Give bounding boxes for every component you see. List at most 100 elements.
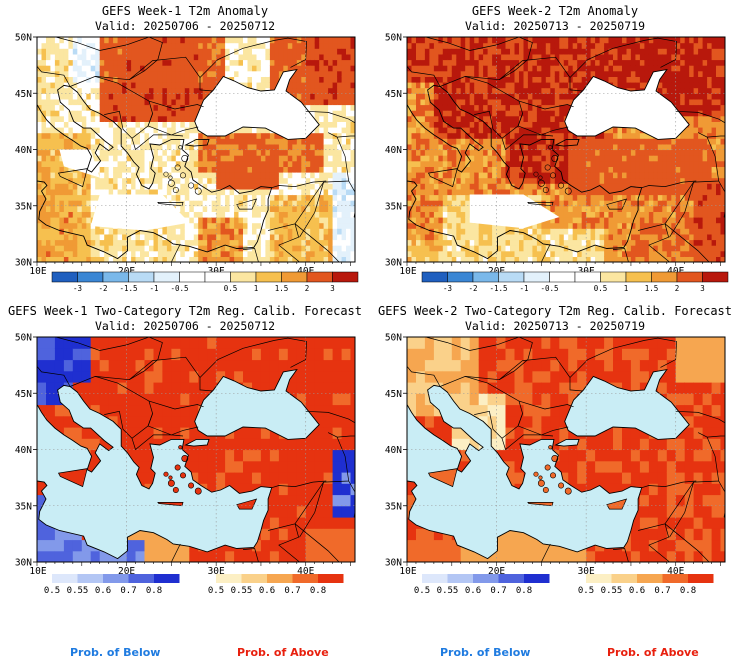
lat-tick-label: 35N: [385, 201, 402, 212]
lon-tick-label: 20E: [118, 566, 135, 577]
island-outline: [427, 168, 458, 188]
week2-anomaly-panel: GEFS Week-2 T2m Anomaly Valid: 20250713 …: [370, 0, 740, 300]
colorbar-label: -0.5: [170, 284, 188, 293]
lat-tick-label: 50N: [15, 333, 32, 344]
graticule: [407, 37, 725, 262]
lon-tick-label: 10E: [29, 266, 46, 277]
colorbar-label: 0.7: [284, 586, 300, 596]
lat-tick-label: 40N: [15, 145, 32, 156]
island-outline: [163, 471, 169, 477]
island-outline: [172, 487, 179, 494]
panel-title: GEFS Week-2 T2m Anomaly: [471, 4, 639, 18]
coastlines: [37, 368, 320, 560]
island-outline: [538, 475, 543, 480]
colorbar-label: 0.5: [414, 586, 430, 596]
island-outline: [167, 179, 175, 187]
prob-above-title: Prob. of Above: [237, 646, 329, 659]
colorbar-label: 0.55: [67, 586, 89, 596]
above-colorbar: 0.5 0.55 0.6 0.7 0.8: [578, 574, 714, 596]
below-colorbar: 0.5 0.55 0.6 0.7 0.8: [44, 574, 180, 596]
prob-above-title: Prob. of Above: [607, 646, 699, 659]
island-outline: [178, 445, 183, 450]
island-outline: [188, 482, 195, 489]
lat-tick-label: 35N: [385, 501, 402, 512]
lat-tick-label: 45N: [15, 389, 32, 400]
island-outline: [427, 468, 458, 488]
island-outline: [168, 475, 173, 480]
island-outline: [544, 164, 551, 171]
island-outline: [163, 171, 169, 177]
colorbar-label: 3: [700, 284, 705, 293]
colorbar-label: 1: [624, 284, 629, 293]
colorbar-label: 0.55: [601, 586, 623, 596]
island-outline: [25, 417, 33, 434]
colorbar-label: 0.5: [224, 284, 238, 293]
colorbar-label: 0.8: [516, 586, 532, 596]
colorbar-label: -2: [98, 284, 107, 293]
sea-mask: [59, 69, 320, 231]
colorbar-label: 0.5: [578, 586, 594, 596]
lat-tick-label: 30N: [15, 258, 32, 269]
lat-tick-label: 40N: [385, 145, 402, 156]
colorbar-label: 1.5: [645, 284, 659, 293]
island-outline: [564, 187, 572, 195]
week2-prob-panel: GEFS Week-2 Two-Category T2m Reg. Calib.…: [370, 300, 740, 662]
lon-tick-label: 30E: [208, 266, 225, 277]
lon-tick-label: 20E: [488, 266, 505, 277]
map-area: [37, 37, 355, 262]
lat-tick-label: 45N: [385, 89, 402, 100]
lat-tick-label: 35N: [15, 501, 32, 512]
island-outline: [236, 498, 258, 510]
map-area: [407, 337, 725, 562]
island-outline: [548, 445, 553, 450]
graticule: [37, 37, 355, 262]
panel-title: GEFS Week-1 Two-Category T2m Reg. Calib.…: [7, 304, 362, 318]
island-outline: [564, 487, 572, 495]
colorbar-label: 0.6: [259, 586, 275, 596]
colorbar-label: 1.5: [275, 284, 289, 293]
week1-prob-panel: GEFS Week-1 Two-Category T2m Reg. Calib.…: [0, 300, 370, 662]
colorbar-label: 0.8: [310, 586, 326, 596]
lat-tick-label: 30N: [385, 558, 402, 569]
colorbar-label: -1: [519, 284, 528, 293]
colorbar-label: -3: [443, 284, 452, 293]
island-outline: [533, 171, 539, 177]
colorbar-label: 0.8: [146, 586, 162, 596]
colorbar-label: 0.7: [654, 586, 670, 596]
island-outline: [57, 168, 88, 188]
colorbar-label: 0.55: [231, 586, 253, 596]
country-borders: [407, 337, 725, 562]
graticule: [37, 337, 355, 562]
colorbar-label: 0.7: [490, 586, 506, 596]
panel-title: GEFS Week-1 T2m Anomaly: [101, 4, 269, 18]
colorbar-label: -1.5: [119, 284, 137, 293]
panel-valid-dates: Valid: 20250713 - 20250719: [464, 19, 645, 33]
colorbar-label: 0.5: [208, 586, 224, 596]
lat-tick-label: 30N: [385, 258, 402, 269]
island-outline: [194, 487, 202, 495]
graticule: [407, 337, 725, 562]
week1-anomaly-panel: GEFS Week-1 T2m Anomaly Valid: 20250706 …: [0, 0, 370, 300]
colorbar-label: 1: [254, 284, 259, 293]
lat-tick-label: 50N: [385, 333, 402, 344]
island-outline: [395, 117, 403, 134]
panel-valid-dates: Valid: 20250706 - 20250712: [94, 319, 275, 333]
colorbar-label: 2: [305, 284, 310, 293]
island-outline: [533, 471, 539, 477]
colorbar-label: 0.6: [95, 586, 111, 596]
lon-tick-label: 30E: [208, 566, 225, 577]
island-outline: [558, 482, 565, 489]
island-outline: [544, 464, 551, 471]
island-outline: [550, 172, 556, 179]
panel-valid-dates: Valid: 20250713 - 20250719: [464, 319, 645, 333]
lat-tick-label: 30N: [15, 558, 32, 569]
lon-tick-label: 10E: [399, 566, 416, 577]
island-outline: [550, 472, 556, 479]
island-outline: [606, 198, 628, 210]
colorbar-label: -1.5: [489, 284, 507, 293]
lon-tick-label: 20E: [118, 266, 135, 277]
island-outline: [172, 187, 179, 194]
